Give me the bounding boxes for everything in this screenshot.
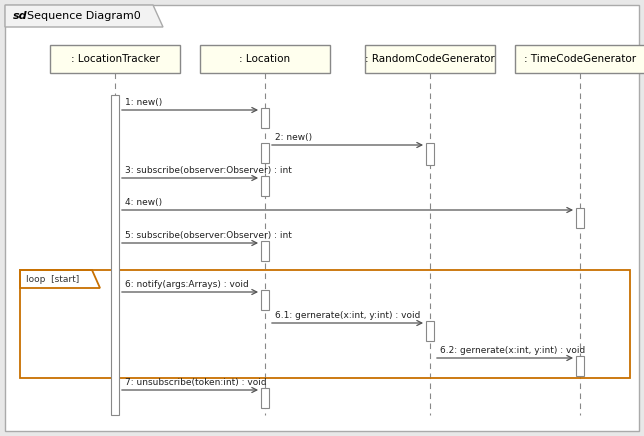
Text: 3: subscribe(observer:Observer) : int: 3: subscribe(observer:Observer) : int [125,166,292,175]
Text: : LocationTracker: : LocationTracker [71,54,160,64]
FancyBboxPatch shape [515,45,644,73]
FancyBboxPatch shape [365,45,495,73]
FancyBboxPatch shape [261,176,269,196]
FancyBboxPatch shape [50,45,180,73]
Text: loop  [start]: loop [start] [26,275,79,283]
FancyBboxPatch shape [576,208,584,228]
Text: Sequence Diagram0: Sequence Diagram0 [27,11,141,21]
FancyBboxPatch shape [261,241,269,261]
Text: 2: new(): 2: new() [275,133,312,142]
FancyBboxPatch shape [200,45,330,73]
Text: : RandomCodeGenerator: : RandomCodeGenerator [365,54,495,64]
FancyBboxPatch shape [111,95,119,415]
Polygon shape [5,5,163,27]
Text: 1: new(): 1: new() [125,98,162,107]
FancyBboxPatch shape [261,290,269,310]
Text: 6.2: gernerate(x:int, y:int) : void: 6.2: gernerate(x:int, y:int) : void [440,346,585,355]
FancyBboxPatch shape [426,321,434,341]
Text: 4: new(): 4: new() [125,198,162,207]
FancyBboxPatch shape [261,388,269,408]
FancyBboxPatch shape [261,143,269,163]
Text: 7: unsubscribe(token:int) : void: 7: unsubscribe(token:int) : void [125,378,267,387]
Text: 5: subscribe(observer:Observer) : int: 5: subscribe(observer:Observer) : int [125,231,292,240]
FancyBboxPatch shape [261,108,269,128]
Text: sd: sd [13,11,28,21]
FancyBboxPatch shape [5,5,639,431]
Text: 6: notify(args:Arrays) : void: 6: notify(args:Arrays) : void [125,280,249,289]
Text: : Location: : Location [240,54,290,64]
Text: : TimeCodeGenerator: : TimeCodeGenerator [524,54,636,64]
FancyBboxPatch shape [426,143,434,165]
FancyBboxPatch shape [576,356,584,376]
Text: 6.1: gernerate(x:int, y:int) : void: 6.1: gernerate(x:int, y:int) : void [275,311,421,320]
